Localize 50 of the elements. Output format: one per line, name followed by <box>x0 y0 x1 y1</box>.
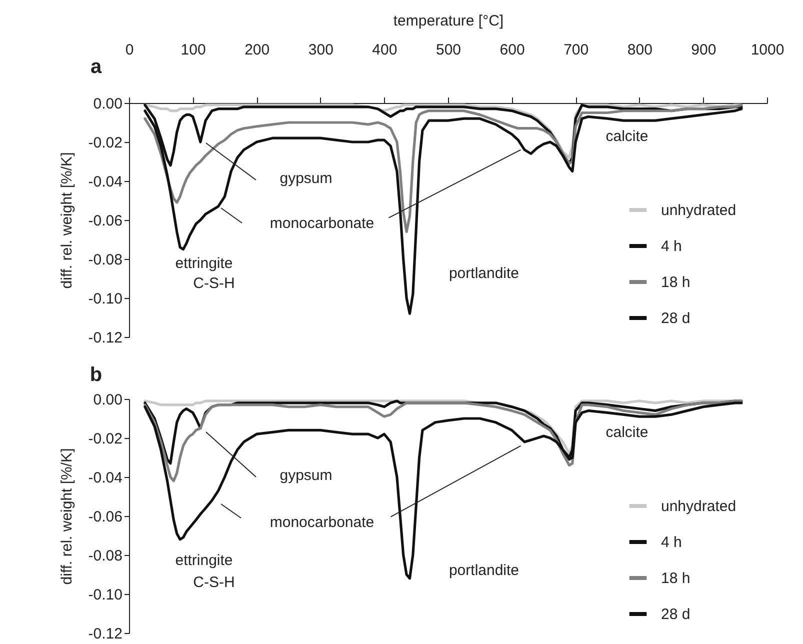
legend-label: 28 d <box>661 606 690 623</box>
annotation: ettringite <box>175 552 233 569</box>
x-axis-title: temperature [°C] <box>393 12 504 30</box>
annotation: C-S-H <box>193 574 235 591</box>
legend-label: 18 h <box>661 274 690 291</box>
x-tick-label: 1000 <box>750 42 784 58</box>
y-tick-label: -0.06 <box>88 212 122 230</box>
y-tick-label: -0.08 <box>88 548 122 564</box>
legend-label: unhydrated <box>661 202 736 219</box>
legend-label: 18 h <box>661 570 690 587</box>
x-tick-label: 200 <box>244 42 270 58</box>
x-tick-label: 600 <box>500 42 525 58</box>
annotation: C-S-H <box>193 275 235 292</box>
x-tick-label: 100 <box>180 42 206 58</box>
y-tick-label: 0.00 <box>93 96 122 112</box>
y-tick-label: -0.02 <box>88 430 122 448</box>
y-tick-label: -0.10 <box>88 586 122 604</box>
x-tick-label: 0 <box>125 42 134 58</box>
legend-label: unhydrated <box>661 498 736 515</box>
annotation: monocarbonate <box>270 514 374 531</box>
y-tick-label: -0.08 <box>88 252 122 268</box>
y-tick-label: -0.10 <box>88 290 122 308</box>
y-tick-label: -0.12 <box>88 330 122 346</box>
x-tick-label: 900 <box>691 42 716 58</box>
x-tick-label: 300 <box>308 42 334 58</box>
annotation: portlandite <box>448 562 520 579</box>
annotation: calcite <box>606 424 648 441</box>
x-tick-label: 800 <box>627 42 652 58</box>
y-axis-title: diff. rel. weight [%/K] <box>58 152 76 289</box>
text: a <box>90 56 102 78</box>
annotation: gypsum <box>280 467 332 484</box>
y-axis-title: diff. rel. weight [%/K] <box>58 448 76 585</box>
legend-label: 4 h <box>661 238 682 255</box>
y-tick-label: -0.02 <box>88 134 122 152</box>
annotation: calcite <box>606 128 648 145</box>
y-tick-label: -0.12 <box>88 626 122 642</box>
annotation: ettringite <box>175 255 233 272</box>
y-tick-label: 0.00 <box>93 392 122 408</box>
annotation: monocarbonate <box>270 215 374 232</box>
annotation: gypsum <box>280 170 332 187</box>
x-tick-label: 500 <box>436 42 462 58</box>
y-tick-label: -0.04 <box>88 470 122 486</box>
annotation: portlandite <box>448 265 520 282</box>
x-tick-label: 400 <box>372 42 398 58</box>
legend-label: 4 h <box>661 534 682 551</box>
y-tick-label: -0.04 <box>88 174 122 190</box>
x-tick-label: 700 <box>564 42 589 58</box>
y-tick-label: -0.06 <box>88 508 122 526</box>
text: b <box>90 364 102 386</box>
legend-label: 28 d <box>661 310 690 327</box>
